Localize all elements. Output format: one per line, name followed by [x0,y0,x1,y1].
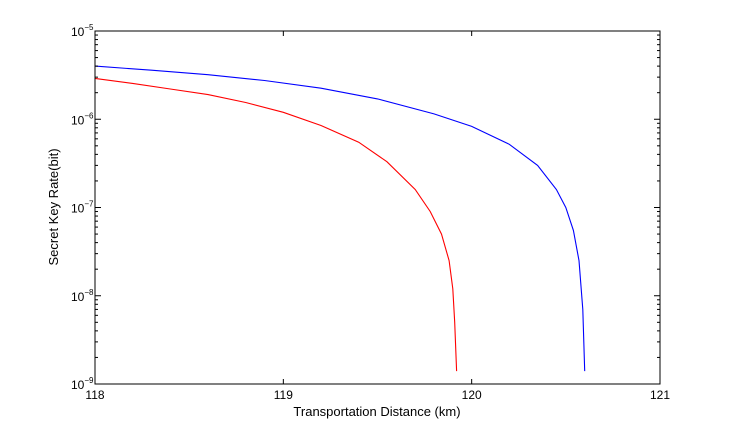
y-tick-label: 10−5 [71,23,94,39]
x-axis-ticks: 118 119 120 121 [85,31,670,402]
plot-area [95,31,660,384]
x-tick-label: 121 [650,388,670,402]
y-tick-label: 10−9 [71,376,94,392]
x-axis-label: Transportation Distance (km) [293,404,460,419]
series-line-1 [94,65,586,372]
y-axis-label: Secret Key Rate(bit) [46,148,61,265]
y-tick-label: 10−7 [71,200,94,216]
y-tick-label: 10−6 [71,111,94,127]
x-tick-label: 119 [274,388,293,402]
y-tick-label: 10−8 [71,288,94,304]
x-tick-label: 120 [462,388,482,402]
series-layer [94,65,586,372]
series-line-2 [94,77,458,372]
x-tick-label: 118 [85,388,104,402]
y-axis-ticks: 10−9 10−8 10−7 10−6 10−5 [71,23,660,392]
